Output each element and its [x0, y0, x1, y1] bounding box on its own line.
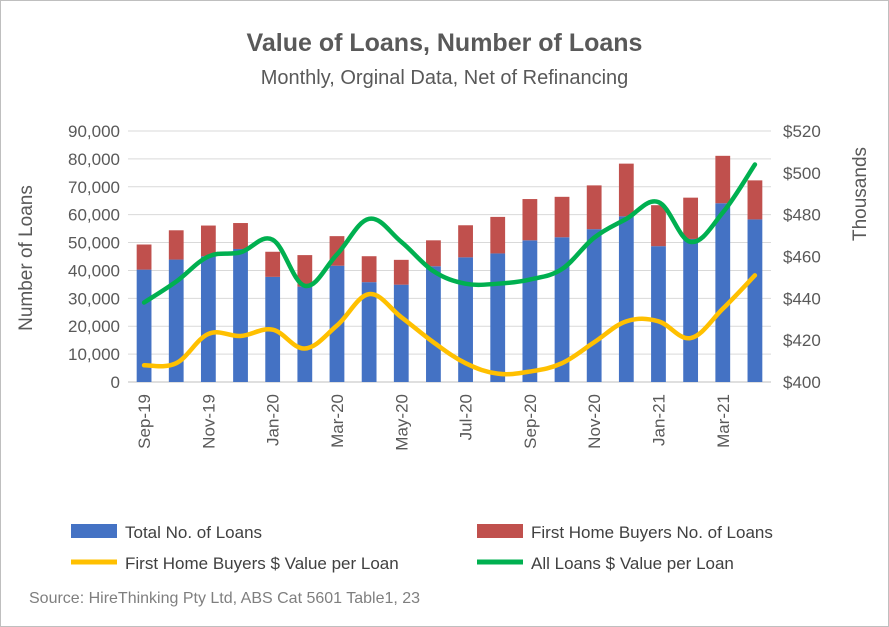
y2-tick-label: $500 — [783, 164, 821, 183]
y-tick-label: 30,000 — [68, 289, 120, 308]
bar-first-home-buyers — [554, 196, 570, 238]
y2-tick-label: $480 — [783, 206, 821, 225]
y-tick-label: 20,000 — [68, 317, 120, 336]
y2-tick-label: $460 — [783, 248, 821, 267]
x-tick-label: Nov-20 — [585, 394, 604, 449]
legend-label: Total No. of Loans — [125, 523, 262, 542]
x-tick-label: Sep-19 — [135, 394, 154, 449]
y-tick-label: 10,000 — [68, 345, 120, 364]
x-tick-label: Jan-21 — [649, 394, 668, 446]
bar-first-home-buyers — [233, 223, 248, 249]
bar-first-home-buyers — [393, 259, 409, 285]
y-tick-label: 50,000 — [68, 234, 120, 253]
line-all-loans-value — [141, 162, 758, 305]
bar-first-home-buyers — [683, 197, 699, 239]
y2-tick-label: $520 — [783, 122, 821, 141]
legend-label: All Loans $ Value per Loan — [531, 554, 734, 573]
bar-first-home-buyers — [200, 225, 216, 257]
bar-total-loans — [586, 229, 602, 382]
x-tick-label: Mar-21 — [714, 394, 733, 448]
right-axis-ticks: $400 $420 $440 $460 $480 $500 $520 — [783, 122, 821, 392]
y-axis-title: Number of Loans — [16, 185, 37, 331]
x-tick-label: Nov-19 — [199, 394, 218, 449]
bar-total-loans — [393, 284, 409, 382]
y2-axis-title: Thousands — [850, 147, 871, 241]
legend-label: First Home Buyers No. of Loans — [531, 523, 773, 542]
bar-first-home-buyers — [522, 199, 538, 241]
x-tick-label: Sep-20 — [521, 394, 540, 449]
legend-swatch — [71, 524, 117, 538]
bar-total-loans — [233, 248, 248, 382]
bar-first-home-buyers — [168, 230, 184, 260]
bar-total-loans — [747, 219, 763, 382]
bar-total-loans — [458, 257, 473, 382]
bar-first-home-buyers — [136, 244, 152, 270]
bar-first-home-buyers — [586, 185, 602, 230]
y-tick-label: 40,000 — [68, 261, 120, 280]
x-tick-label: Jan-20 — [264, 394, 283, 446]
x-tick-label: May-20 — [392, 394, 411, 451]
bar-first-home-buyers — [265, 251, 281, 277]
bar-first-home-buyers — [747, 180, 763, 220]
bar-total-loans — [522, 240, 538, 382]
bar-total-loans — [715, 203, 731, 382]
y-tick-label: 0 — [111, 373, 120, 392]
chart-subtitle: Monthly, Orginal Data, Net of Refinancin… — [260, 67, 629, 89]
y2-tick-label: $420 — [783, 331, 821, 350]
y2-tick-label: $440 — [783, 289, 821, 308]
bar-total-loans — [651, 246, 666, 382]
source-note: Source: HireThinking Pty Ltd, ABS Cat 56… — [29, 590, 420, 607]
legend-label: First Home Buyers $ Value per Loan — [125, 554, 399, 573]
chart-title: Value of Loans, Number of Loans — [246, 29, 643, 57]
line-first-home-buyers-value — [141, 273, 758, 377]
bar-total-loans — [168, 259, 184, 382]
y-tick-label: 90,000 — [68, 122, 120, 141]
legend-swatch — [477, 524, 523, 538]
left-axis-ticks: 0 10,000 20,000 30,000 40,000 50,000 60,000 70,… — [68, 122, 120, 392]
x-axis-ticks: Sep-19 Nov-19 Jan-20 Mar-20 May-20 Jul-20 Sep-… — [135, 394, 733, 451]
bar-total-loans — [490, 253, 506, 382]
x-tick-label: Jul-20 — [457, 394, 476, 440]
y-tick-label: 60,000 — [68, 206, 120, 225]
y2-tick-label: $400 — [783, 373, 821, 392]
y-tick-label: 70,000 — [68, 178, 120, 197]
bar-first-home-buyers — [651, 205, 666, 247]
y-tick-label: 80,000 — [68, 150, 120, 169]
bar-total-loans — [683, 238, 699, 382]
bar-first-home-buyers — [361, 256, 377, 283]
legend: Total No. of Loans First Home Buyers No. … — [71, 523, 773, 573]
bar-first-home-buyers — [715, 155, 731, 204]
bar-total-loans — [426, 266, 441, 382]
gridlines — [128, 130, 771, 383]
bar-series — [136, 155, 763, 382]
x-tick-label: Mar-20 — [328, 394, 347, 448]
bar-first-home-buyers — [297, 255, 313, 287]
bar-total-loans — [618, 216, 634, 382]
bar-total-loans — [200, 256, 216, 382]
bar-first-home-buyers — [618, 163, 634, 217]
line-series — [141, 162, 758, 377]
bar-total-loans — [361, 282, 377, 382]
bar-first-home-buyers — [458, 225, 473, 258]
bar-total-loans — [297, 286, 313, 382]
bar-first-home-buyers — [426, 240, 441, 267]
bar-first-home-buyers — [490, 216, 506, 254]
